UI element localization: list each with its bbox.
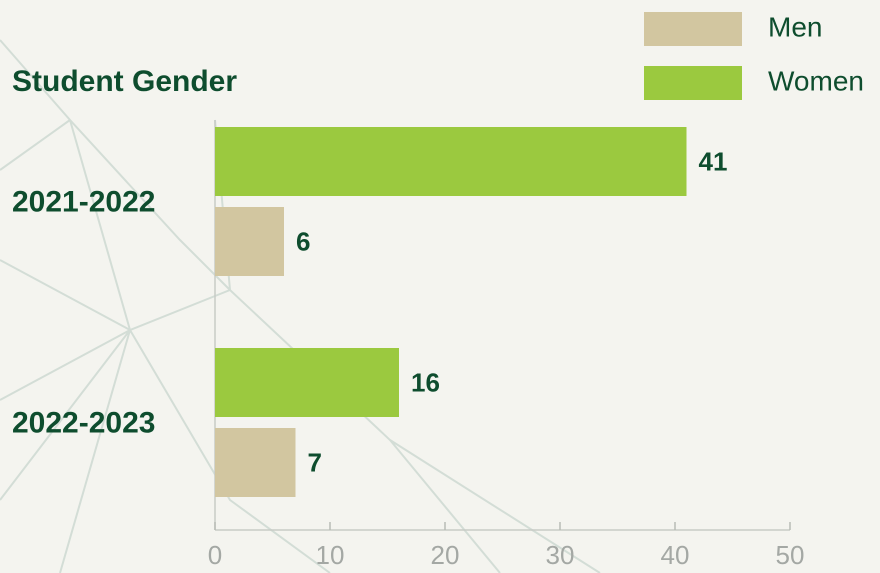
category-label: 2022-2023 (12, 406, 155, 439)
x-tick-label: 50 (776, 540, 805, 570)
x-tick-label: 20 (431, 540, 460, 570)
legend-swatch (644, 66, 742, 100)
legend-label: Women (768, 65, 864, 96)
bar (215, 127, 687, 196)
data-label: 7 (308, 447, 322, 477)
bar (215, 348, 399, 417)
data-label: 41 (699, 146, 728, 176)
chart-title: Student Gender (12, 65, 237, 98)
bar (215, 428, 296, 497)
legend-label: Men (768, 11, 822, 42)
data-label: 16 (411, 367, 440, 397)
x-tick-label: 10 (316, 540, 345, 570)
x-tick-label: 30 (546, 540, 575, 570)
x-tick-label: 0 (208, 540, 222, 570)
bar (215, 207, 284, 276)
category-label: 2021-2022 (12, 185, 155, 218)
legend-swatch (644, 12, 742, 46)
data-label: 6 (296, 226, 310, 256)
x-tick-label: 40 (661, 540, 690, 570)
